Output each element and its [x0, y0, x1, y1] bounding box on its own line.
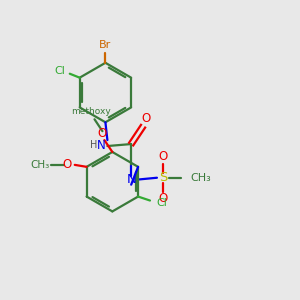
- Text: O: O: [158, 192, 167, 205]
- Text: H: H: [90, 140, 97, 150]
- Text: S: S: [159, 171, 167, 184]
- Text: O: O: [98, 127, 107, 140]
- Text: O: O: [141, 112, 151, 125]
- Text: CH₃: CH₃: [190, 173, 212, 183]
- Text: CH₃: CH₃: [30, 160, 50, 170]
- Text: O: O: [62, 158, 71, 171]
- Text: N: N: [97, 139, 106, 152]
- Text: Cl: Cl: [156, 197, 167, 208]
- Text: methoxy: methoxy: [71, 107, 110, 116]
- Text: Br: Br: [99, 40, 112, 50]
- Text: N: N: [126, 173, 136, 186]
- Text: O: O: [158, 150, 167, 164]
- Text: Cl: Cl: [54, 66, 65, 76]
